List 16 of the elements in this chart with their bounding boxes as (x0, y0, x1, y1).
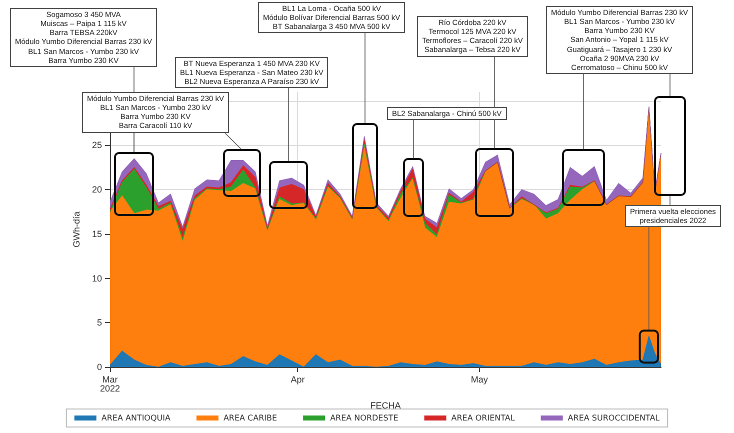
x-tick-label: May (470, 374, 488, 384)
y-tick-label: 15 (92, 228, 102, 239)
legend-label: AREA CARIBE (223, 414, 278, 422)
legend-label: AREA ORIENTAL (451, 414, 516, 422)
y-tick-label: 10 (92, 273, 102, 284)
legend-label: AREA NORDESTE (330, 414, 398, 422)
y-axis-title: GWh-día (72, 211, 82, 248)
y-tick-label: 25 (92, 140, 102, 150)
y-tick-label: 5 (96, 318, 102, 328)
x-axis-title: FECHA (370, 400, 401, 410)
x-tick-label: Apr (290, 374, 305, 384)
y-tick-label: 0 (96, 362, 102, 372)
legend-label: AREA ANTIOQUIA (101, 414, 171, 422)
x-tick-label: Mar 2022 (100, 374, 120, 394)
y-tick-label: 20 (92, 184, 102, 195)
legend-label: AREA SUROCCIDENTAL (568, 414, 660, 422)
